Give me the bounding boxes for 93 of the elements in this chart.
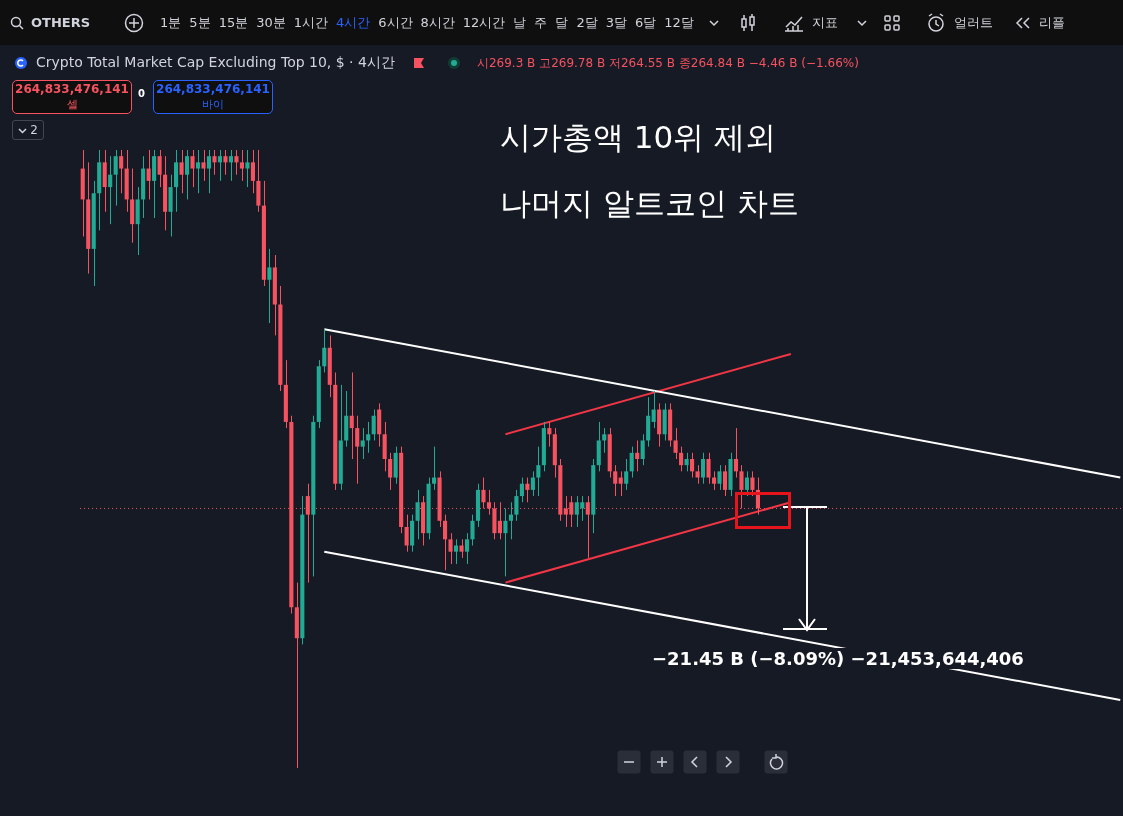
candlestick: [717, 464, 722, 491]
annotation: −21.45 B (−8.09%) −21,453,644,406: [650, 648, 1026, 669]
text: 0: [136, 88, 147, 99]
candlestick: [744, 470, 750, 497]
text: 6달: [634, 13, 657, 32]
text: 얼러트: [953, 13, 993, 32]
text: Crypto Total Market Cap Excluding Top 10, $ · 4시간: [34, 54, 397, 72]
text: 달: [555, 13, 569, 32]
candlestick: [190, 149, 195, 188]
candlestick: [388, 452, 393, 491]
text: 나머지 알트코인 차트: [500, 184, 799, 223]
candlestick: [157, 149, 162, 188]
candlestick: [640, 433, 645, 466]
candlestick: [453, 538, 459, 565]
candlestick: [442, 514, 448, 571]
candlestick: [629, 446, 634, 479]
text: 12시간: [462, 13, 506, 32]
candlestick: [514, 489, 519, 522]
text: 264,833,476,141: [155, 82, 271, 97]
text: 3달: [605, 13, 627, 32]
candlestick: [432, 446, 437, 491]
candlestick: [739, 464, 744, 509]
candlestick: [673, 427, 678, 460]
text: 1시간: [293, 13, 328, 32]
candlestick: [733, 427, 739, 479]
text: 2: [30, 123, 38, 137]
candlestick: [459, 538, 464, 559]
candlestick: [108, 155, 113, 225]
candlestick: [547, 421, 552, 448]
candlestick: [322, 328, 327, 373]
candlestick: [212, 149, 217, 176]
candlestick: [217, 149, 223, 182]
candlestick: [684, 452, 689, 472]
chart-title: 시가총액 10위 제외: [500, 118, 777, 157]
candlestick: [679, 446, 684, 472]
candlestick: [223, 149, 228, 176]
text: 8시간: [420, 13, 455, 32]
candlestick: [239, 149, 244, 182]
candlestick: [245, 149, 250, 188]
candlestick: [366, 421, 371, 454]
candlestick: [530, 470, 535, 497]
candlestick: [618, 470, 623, 497]
candlestick: [695, 464, 700, 485]
candlestick: [179, 149, 184, 194]
text: 1분: [160, 13, 182, 32]
candlestick: [113, 149, 118, 207]
candlestick: [624, 458, 629, 491]
text: 시269.3 B 고269.78 B 저264.55 B 종264.84 B −4.46 B (−1.66%): [476, 54, 859, 72]
candlestick: [371, 409, 376, 441]
candlestick: [234, 149, 239, 176]
text: 2달: [576, 13, 598, 32]
text: 30분: [256, 13, 286, 32]
candlestick: [250, 149, 255, 194]
text: 날: [513, 13, 527, 32]
candlestick: [519, 477, 524, 503]
text: 6시간: [378, 13, 413, 32]
text: 바이: [201, 97, 225, 112]
candlestick: [355, 415, 360, 485]
candlestick: [119, 149, 124, 194]
candlestick: [635, 439, 640, 472]
candlestick: [750, 470, 755, 497]
candlestick: [508, 501, 513, 540]
candlestick: [481, 477, 486, 509]
candlestick: [470, 514, 475, 547]
text: 셀: [65, 97, 79, 112]
text: 지표: [811, 13, 838, 32]
text: 264,833,476,141: [14, 82, 130, 97]
candlestick: [651, 390, 656, 429]
candlestick: [503, 507, 508, 577]
candlestick: [536, 446, 541, 497]
text: 15분: [218, 13, 249, 32]
candlestick: [525, 477, 530, 503]
text: 5분: [189, 13, 211, 32]
candlestick: [360, 427, 365, 460]
candlestick: [415, 489, 420, 540]
candlestick: [404, 514, 409, 553]
text: 4시간: [336, 13, 371, 32]
candlestick: [602, 427, 607, 454]
candlestick: [706, 452, 711, 485]
candlestick: [448, 532, 453, 565]
candlestick: [701, 452, 706, 485]
text: OTHERS: [31, 15, 91, 30]
candlestick: [349, 371, 354, 460]
candlestick: [711, 470, 717, 491]
candlestick: [613, 464, 618, 497]
candlestick: [146, 149, 151, 200]
text: 주: [534, 13, 548, 32]
candlestick: [690, 452, 695, 479]
candlestick: [228, 149, 234, 182]
candlestick: [267, 248, 272, 324]
text: 리플: [1038, 13, 1065, 32]
candlestick: [201, 149, 206, 182]
text: 12달: [664, 13, 694, 32]
